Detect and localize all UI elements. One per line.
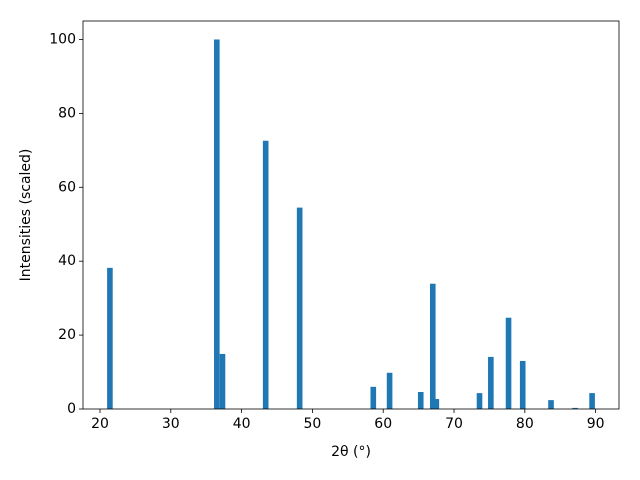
x-tick-label: 80 bbox=[516, 416, 534, 432]
bar bbox=[548, 400, 554, 409]
y-tick-label: 20 bbox=[58, 327, 76, 343]
y-tick-label: 0 bbox=[67, 401, 76, 417]
bar bbox=[488, 356, 494, 409]
x-axis-label: 2θ (°) bbox=[331, 444, 371, 460]
bar bbox=[589, 393, 595, 409]
bar bbox=[107, 267, 113, 409]
bar bbox=[214, 39, 220, 409]
bar bbox=[296, 207, 303, 409]
x-tick-label: 70 bbox=[445, 416, 463, 432]
x-tick-label: 90 bbox=[587, 416, 605, 432]
bar bbox=[572, 407, 578, 409]
bar bbox=[429, 283, 436, 409]
bar bbox=[219, 353, 226, 409]
x-tick-label: 20 bbox=[91, 416, 109, 432]
bar bbox=[476, 393, 483, 409]
x-tick-label: 30 bbox=[162, 416, 180, 432]
y-axis-label: Intensities (scaled) bbox=[18, 149, 34, 282]
bar bbox=[386, 372, 393, 409]
bar bbox=[519, 360, 526, 409]
axes-frame bbox=[82, 20, 620, 410]
y-tick-label: 40 bbox=[58, 253, 76, 269]
y-tick-label: 100 bbox=[49, 31, 76, 47]
x-tick-label: 50 bbox=[303, 416, 321, 432]
x-tick-label: 60 bbox=[374, 416, 392, 432]
bar bbox=[433, 399, 440, 409]
bar bbox=[417, 392, 424, 409]
bar bbox=[505, 317, 512, 409]
y-tick-label: 60 bbox=[58, 179, 76, 195]
bar bbox=[262, 140, 269, 409]
x-tick-label: 40 bbox=[233, 416, 251, 432]
bar bbox=[370, 386, 377, 409]
y-tick-label: 80 bbox=[58, 105, 76, 121]
